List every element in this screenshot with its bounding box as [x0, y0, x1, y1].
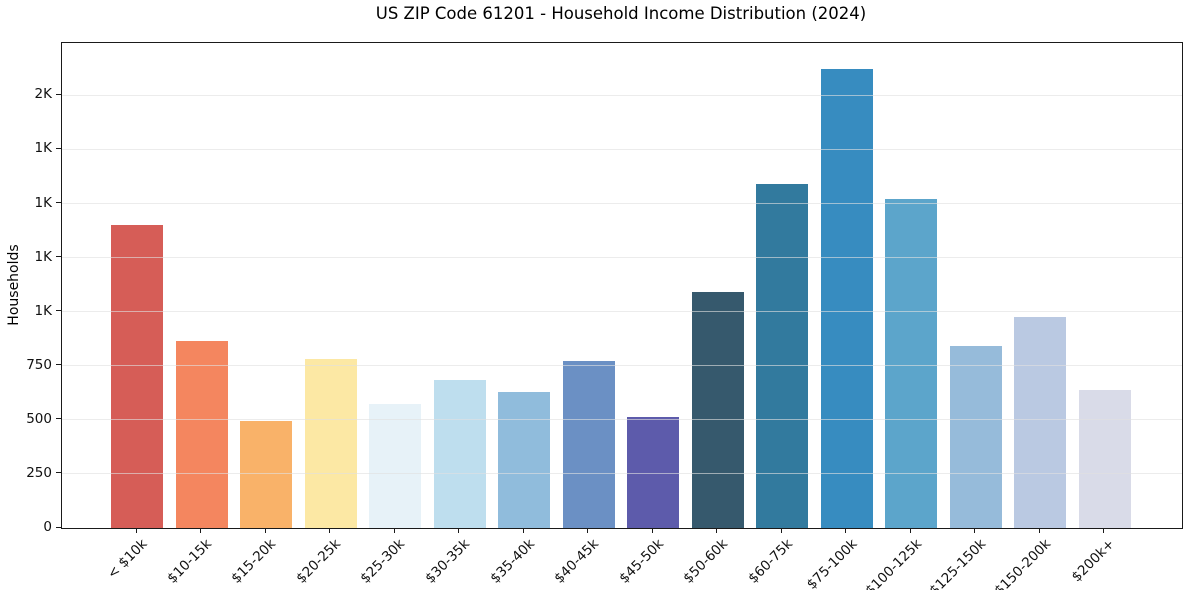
x-tick-label-text: $50-60k: [680, 536, 732, 587]
plot-area: [61, 42, 1183, 529]
x-tick-label-text: $10-15k: [164, 536, 215, 587]
bar: [627, 416, 680, 528]
x-tick: [845, 529, 847, 533]
x-tick-label-text: $100-125k: [861, 536, 925, 590]
bar: [562, 361, 615, 528]
bar: [820, 69, 873, 528]
bar: [691, 292, 744, 528]
bar: [885, 199, 938, 528]
y-tick: [56, 472, 61, 474]
x-tick-label-text: $45-50k: [615, 536, 667, 587]
x-tick: [393, 529, 395, 533]
gridline: [62, 419, 1182, 421]
chart-title: US ZIP Code 61201 - Household Income Dis…: [375, 4, 867, 23]
x-tick: [651, 529, 653, 533]
y-tick-label: 0: [43, 519, 52, 535]
y-tick: [56, 418, 61, 420]
y-tick-label: 250: [26, 464, 52, 481]
bar: [498, 391, 551, 528]
y-tick: [56, 526, 61, 528]
x-tick-label-text: $60-75k: [744, 536, 796, 587]
x-tick: [458, 529, 460, 533]
x-tick: [974, 529, 976, 533]
y-tick: [56, 310, 61, 312]
bar: [433, 379, 486, 528]
y-tick: [56, 147, 61, 149]
x-tick: [1103, 529, 1105, 533]
x-tick: [264, 529, 266, 533]
gridline: [62, 365, 1182, 367]
y-tick-label: 500: [26, 410, 52, 427]
y-tick-label: 1K: [34, 248, 52, 265]
x-tick-label-text: $25-30k: [357, 536, 409, 587]
y-tick-label: 750: [26, 356, 52, 373]
bar: [240, 420, 293, 528]
bar: [304, 359, 357, 528]
bar: [756, 184, 809, 528]
y-tick-label: 1K: [34, 140, 52, 157]
x-tick: [909, 529, 911, 533]
gridline: [62, 148, 1182, 150]
gridline: [62, 473, 1182, 475]
x-tick: [716, 529, 718, 533]
bar: [949, 346, 1002, 528]
y-tick: [56, 364, 61, 366]
x-tick-label-text: $150-200k: [990, 536, 1054, 590]
x-tick-label-text: $75-100k: [803, 536, 861, 590]
bar: [1014, 317, 1067, 528]
x-tick: [1038, 529, 1040, 533]
y-tick-label: 1K: [34, 194, 52, 211]
y-tick-label: 2K: [34, 86, 52, 103]
x-tick-label-text: $15-20k: [228, 536, 280, 587]
x-tick-label-text: $200k+: [1069, 536, 1119, 586]
y-tick: [56, 93, 61, 95]
x-tick: [135, 529, 137, 533]
x-tick: [522, 529, 524, 533]
x-tick-label-text: $125-150k: [926, 536, 990, 590]
x-tick: [587, 529, 589, 533]
bar: [1078, 389, 1131, 528]
bar: [369, 403, 422, 528]
x-tick: [200, 529, 202, 533]
gridline: [62, 203, 1182, 204]
y-tick: [56, 202, 61, 203]
y-tick-label: 1K: [34, 302, 52, 319]
gridline: [62, 311, 1182, 313]
bar: [175, 340, 228, 528]
gridline: [62, 257, 1182, 259]
gridline: [62, 94, 1182, 96]
x-tick-label-text: $40-45k: [551, 536, 603, 587]
x-tick: [329, 529, 331, 533]
bar: [111, 225, 163, 528]
x-tick-label-text: $35-40k: [486, 536, 538, 587]
x-tick-label-text: < $10k: [104, 536, 151, 583]
x-tick-label-text: $20-25k: [293, 536, 344, 587]
x-tick: [780, 529, 782, 533]
y-tick: [56, 256, 61, 258]
x-tick-label-text: $30-35k: [422, 536, 473, 587]
